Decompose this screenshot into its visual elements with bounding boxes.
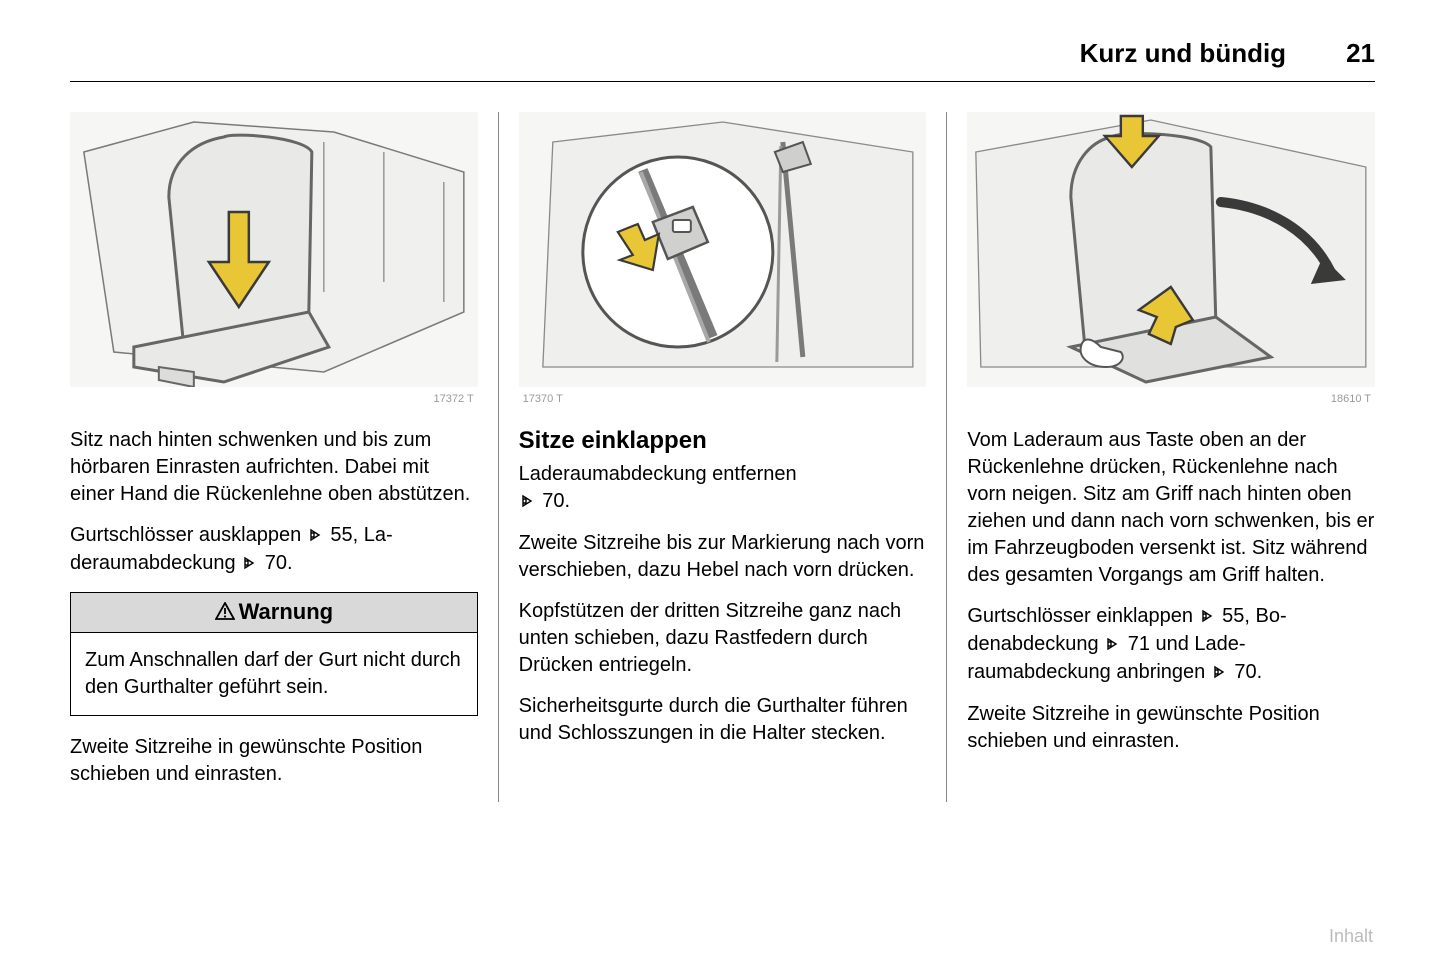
col2-paragraph-3: Kopfstützen der dritten Sitzreihe ganz n… [519,598,927,679]
warning-title: Warnung [239,599,334,624]
warning-body: Zum Anschnallen darf der Gurt nicht durc… [71,633,477,715]
text-frag: Gurtschlösser einklappen [967,605,1198,627]
figure-number-1: 17372 T [70,393,478,405]
col2-paragraph-2: Zweite Sitzreihe bis zur Markierung nach… [519,530,927,584]
xref-icon [521,489,535,516]
warning-icon [215,600,235,626]
text-frag: 70. [1229,661,1262,683]
figure-number-2: 17370 T [519,393,927,405]
figure-seat-raise [70,112,478,387]
xref-icon [1106,632,1120,659]
figure-number-3: 18610 T [967,393,1375,405]
col2-paragraph-1: Laderaumabdeckung entfernen 70. [519,461,927,516]
figure-belt-holder [519,112,927,387]
figure-seat-fold-down [967,112,1375,387]
section-title: Kurz und bündig [1080,38,1287,69]
column-2: 17370 T Sitze einklappen Laderaumabdecku… [498,112,947,802]
col3-paragraph-1: Vom Laderaum aus Taste oben an der Rücke… [967,427,1375,589]
text-frag: 70. [259,552,292,574]
text-frag: Gurtschlösser ausklappen [70,524,307,546]
xref-icon [309,523,323,550]
column-3: 18610 T Vom Laderaum aus Taste oben an d… [946,112,1375,802]
warning-box: Warnung Zum Anschnallen darf der Gurt ni… [70,592,478,716]
text-frag: Laderaumabdeckung entfernen [519,463,797,485]
col1-paragraph-2: Gurtschlösser ausklappen 55, La­deraumab… [70,522,478,578]
page-number: 21 [1346,38,1375,69]
subheading-fold-seats: Sitze einklappen [519,427,927,455]
col2-paragraph-4: Sicherheitsgurte durch die Gurthalter fü… [519,693,927,747]
col1-paragraph-1: Sitz nach hinten schwenken und bis zum h… [70,427,478,508]
footer-inhalt[interactable]: Inhalt [1329,926,1373,947]
col1-paragraph-3: Zweite Sitzreihe in gewünschte Posi­tion… [70,734,478,788]
warning-header: Warnung [71,593,477,633]
xref-icon [1201,604,1215,631]
xref-icon [1213,660,1227,687]
text-frag: 70. [537,490,570,512]
xref-icon [243,551,257,578]
col3-paragraph-3: Zweite Sitzreihe in gewünschte Posi­tion… [967,701,1375,755]
column-1: 17372 T Sitz nach hinten schwenken und b… [70,112,498,802]
content-columns: 17372 T Sitz nach hinten schwenken und b… [70,112,1375,802]
col3-paragraph-2: Gurtschlösser einklappen 55, Bo­denabdec… [967,603,1375,687]
page-header: Kurz und bündig 21 [70,38,1375,82]
